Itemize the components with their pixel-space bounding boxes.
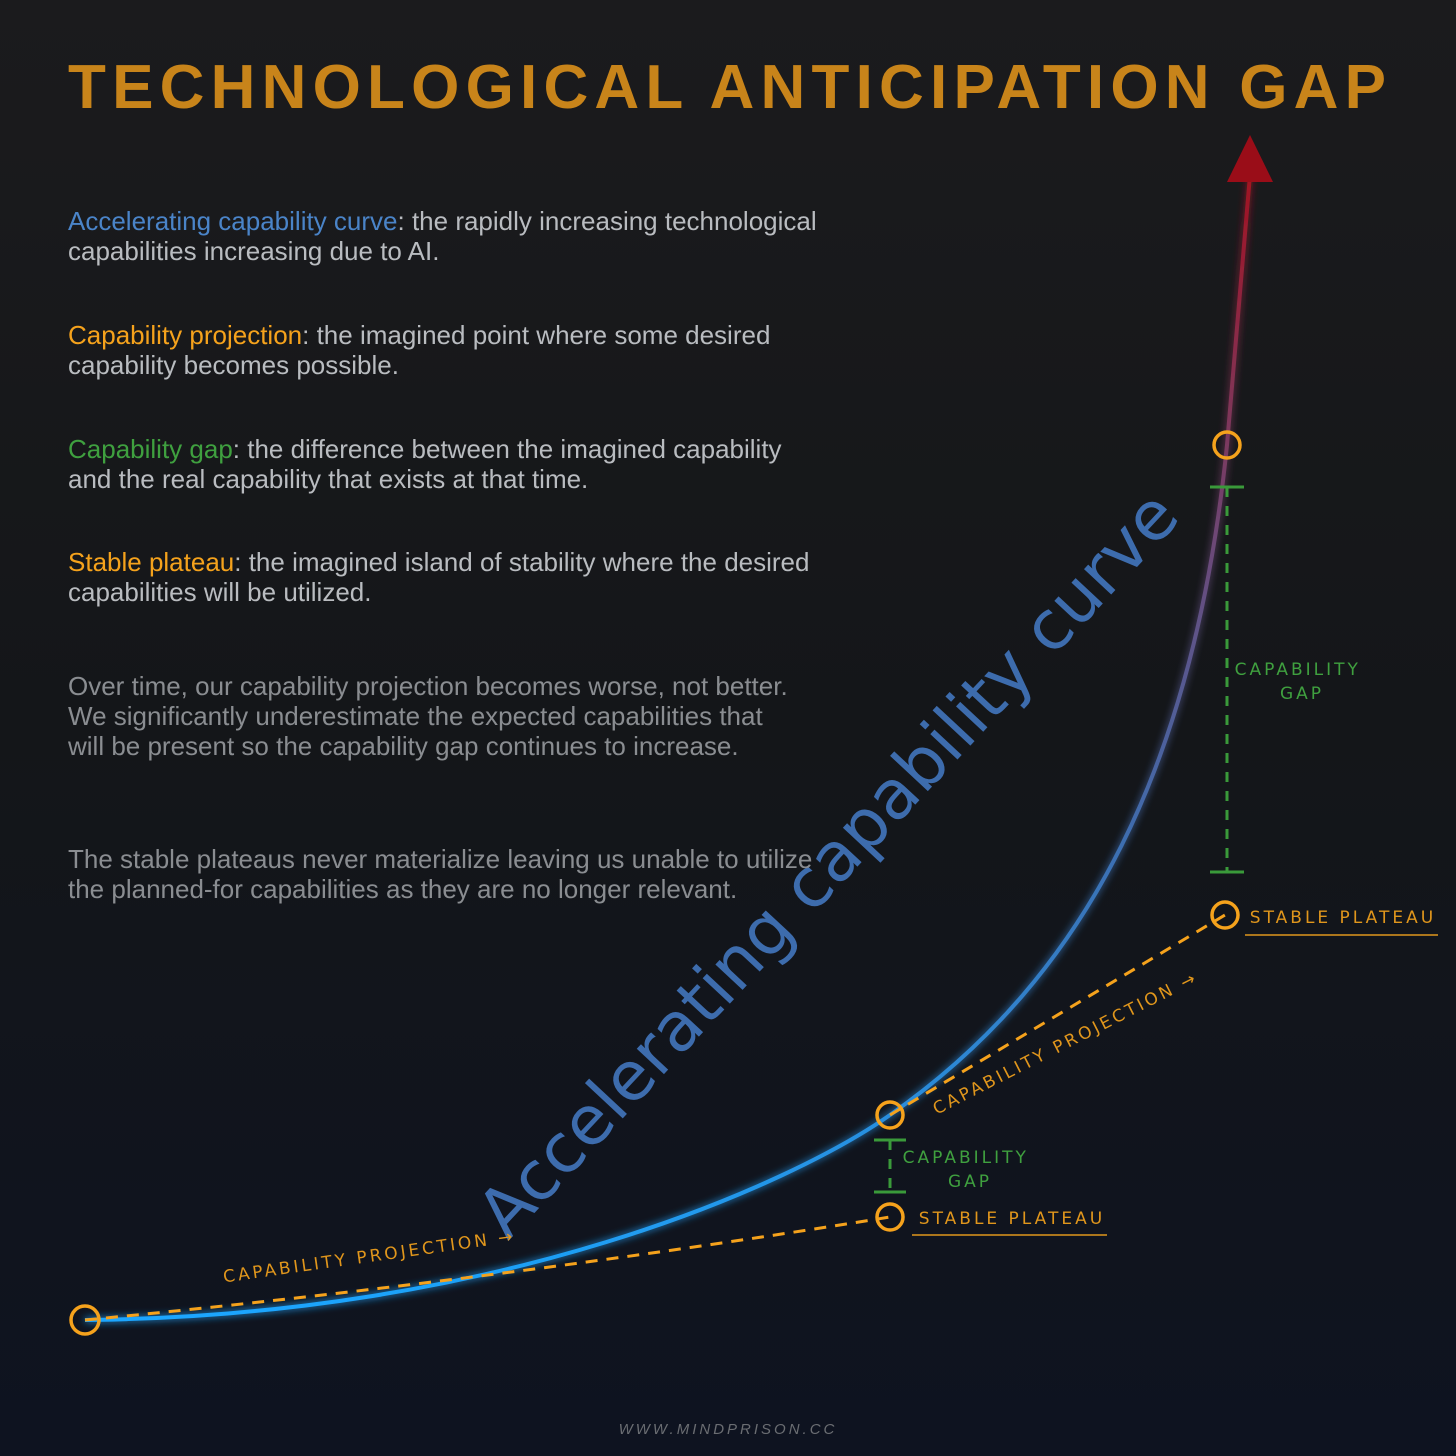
- gap-marker: [874, 485, 1244, 1194]
- definition-text: : the imagined point where some desired …: [68, 320, 771, 380]
- point-markers: [69, 430, 1242, 1336]
- definition-text: : the rapidly increasing technological c…: [68, 206, 817, 266]
- definition: Stable plateau: the imagined island of s…: [68, 547, 828, 607]
- title: TECHNOLOGICAL ANTICIPATION GAP: [68, 53, 1386, 122]
- gap-label: CAPABILITY GAP: [903, 1148, 1038, 1192]
- definition-text: : the difference between the imagined ca…: [68, 434, 782, 494]
- projection-label: CAPABILITY PROJECTION →: [930, 968, 1202, 1120]
- gap-label: CAPABILITY GAP: [1235, 660, 1370, 704]
- arrowhead: [1227, 135, 1273, 182]
- term: Accelerating capability curve: [68, 206, 398, 236]
- plateau-label: STABLE PLATEAU: [1250, 908, 1436, 928]
- definition: Capability gap: the difference between t…: [68, 434, 828, 494]
- term: Capability projection: [68, 320, 303, 350]
- footer: WWW.MINDPRISON.CC: [619, 1421, 838, 1438]
- projection-line: [889, 913, 1226, 1117]
- term: Stable plateau: [68, 547, 235, 577]
- paragraph: The stable plateaus never materialize le…: [68, 844, 813, 904]
- definition-text: : the imagined island of stability where…: [68, 547, 810, 607]
- paragraph: Over time, our capability projection bec…: [68, 671, 788, 761]
- definition: Accelerating capability curve: the rapid…: [68, 206, 818, 266]
- projection-line: [84, 1215, 891, 1322]
- definition: Capability projection: the imagined poin…: [68, 320, 818, 380]
- plateau-label: STABLE PLATEAU: [919, 1209, 1105, 1229]
- term: Capability gap: [68, 434, 233, 464]
